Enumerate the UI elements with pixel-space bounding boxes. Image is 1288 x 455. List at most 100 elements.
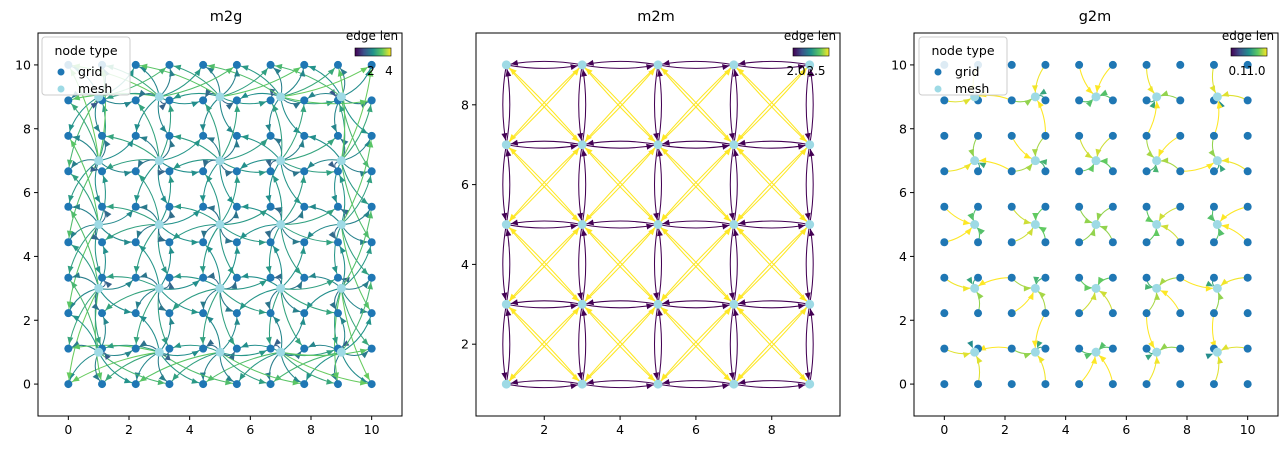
edge <box>219 206 271 226</box>
edge <box>505 64 583 146</box>
grid-node <box>64 273 73 282</box>
edge-arrow <box>265 124 272 132</box>
grid-node <box>1041 202 1050 211</box>
edge-arrow <box>1037 100 1044 109</box>
edge-arrow <box>139 375 147 382</box>
edge-arrow <box>1152 165 1159 173</box>
edge-arrow <box>1208 149 1215 157</box>
grid-node <box>1108 344 1117 353</box>
edge <box>657 64 735 146</box>
edge <box>505 224 583 305</box>
edge-arrow <box>205 174 213 183</box>
edge-arrow <box>505 308 512 317</box>
grid-node <box>232 238 241 247</box>
grid-node <box>1176 238 1185 247</box>
colorbar-tick: 4 <box>385 64 393 78</box>
edge-arrow <box>979 157 987 164</box>
edge-arrow <box>1100 157 1108 164</box>
legend-marker-mesh <box>57 85 65 93</box>
grid-node <box>98 273 107 282</box>
edge-arrow <box>1221 344 1229 350</box>
edge-arrow <box>225 103 234 110</box>
edge-arrow <box>207 272 215 279</box>
edge-arrow <box>1219 164 1226 173</box>
edge-arrow <box>359 379 368 386</box>
edge-arrow <box>292 379 300 386</box>
edge-arrow <box>653 292 659 300</box>
legend-title: node type <box>931 43 994 58</box>
edge-arrow <box>586 139 594 146</box>
mesh-node <box>1091 283 1101 293</box>
edge-arrow <box>103 246 109 255</box>
edge-arrow <box>808 228 815 237</box>
edge-arrow <box>67 159 73 167</box>
grid-node <box>1176 60 1185 69</box>
edge-arrow <box>799 148 807 156</box>
edge-arrow <box>70 230 77 239</box>
grid-node <box>165 60 174 69</box>
grid-node <box>940 131 949 140</box>
grid-node <box>300 131 309 140</box>
edge-arrow <box>66 372 73 380</box>
edge-arrow <box>581 228 588 237</box>
edge-arrow <box>1145 354 1153 361</box>
edge-arrow <box>201 230 207 238</box>
edge-arrow <box>722 303 730 310</box>
mesh-node <box>805 299 815 309</box>
edge-arrow <box>339 104 345 113</box>
edge <box>581 64 659 146</box>
grid-node <box>1176 273 1185 282</box>
legend-box <box>41 36 131 96</box>
edge-arrow <box>205 104 212 112</box>
grid-node <box>165 202 174 211</box>
grid-node <box>98 309 107 318</box>
grid-node <box>1209 238 1218 247</box>
mesh-node <box>336 220 346 229</box>
edge-arrow <box>1024 99 1032 106</box>
edge-arrow <box>571 134 579 142</box>
edge-arrow <box>799 68 807 76</box>
edge-arrow <box>1095 148 1102 157</box>
edge-arrow <box>90 166 98 172</box>
edge-arrow <box>94 195 100 203</box>
edge-arrow <box>577 132 584 141</box>
colorbar: edge len 2 4 <box>346 29 398 78</box>
edge-arrow <box>1023 352 1032 359</box>
edge-arrow <box>331 194 337 203</box>
edge <box>581 303 659 385</box>
edge <box>733 144 811 225</box>
grid-node <box>1007 60 1016 69</box>
edge-arrow <box>1221 157 1229 164</box>
edge-arrow <box>657 149 663 157</box>
mesh-node <box>94 156 104 166</box>
edge-arrow <box>799 307 807 315</box>
x-tick-label: 6 <box>692 422 700 437</box>
edge-arrow <box>194 68 201 77</box>
edge <box>733 64 811 146</box>
y-tick-label: 6 <box>899 185 907 200</box>
edge <box>581 224 659 305</box>
edge-arrow <box>1099 290 1108 298</box>
edge-arrow <box>585 293 592 301</box>
edge-arrow <box>66 230 73 238</box>
edge-arrow <box>510 139 519 146</box>
grid-node <box>1108 273 1117 282</box>
legend-entry-grid: grid <box>78 64 102 79</box>
mesh-node <box>577 299 587 309</box>
edge-arrow <box>797 64 806 70</box>
nodes-layer <box>940 60 1252 389</box>
grid-node <box>64 380 73 389</box>
mesh-node <box>805 60 815 70</box>
edge-arrow <box>1089 228 1096 237</box>
grid-node <box>1243 309 1252 318</box>
colorbar-label: edge len <box>346 29 398 43</box>
grid-node <box>300 273 309 282</box>
edge-arrow <box>1149 101 1156 109</box>
edge-arrow <box>199 337 206 345</box>
edge <box>101 92 160 101</box>
x-tick-label: 2 <box>1001 422 1009 437</box>
grid-node <box>1176 131 1185 140</box>
edge <box>657 303 735 385</box>
y-tick-label: 6 <box>23 185 31 200</box>
edge-arrow <box>68 124 75 132</box>
